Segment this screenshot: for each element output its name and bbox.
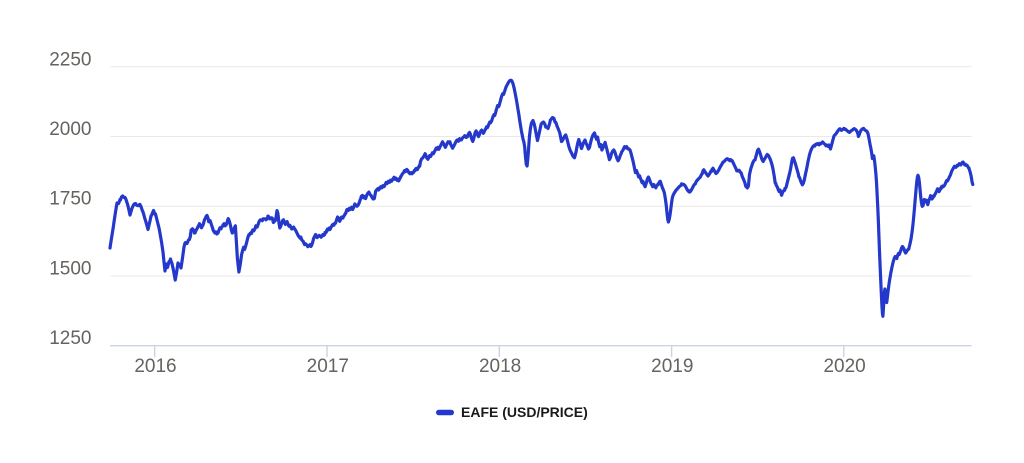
svg-text:2016: 2016 (134, 356, 176, 377)
svg-text:2018: 2018 (479, 356, 521, 377)
svg-text:EAFE (USD/PRICE): EAFE (USD/PRICE) (461, 404, 588, 420)
svg-text:2017: 2017 (307, 356, 349, 377)
svg-text:1250: 1250 (49, 328, 91, 349)
svg-text:2020: 2020 (823, 356, 865, 377)
svg-text:2019: 2019 (651, 356, 693, 377)
svg-text:2000: 2000 (49, 119, 91, 140)
svg-text:1500: 1500 (49, 259, 91, 280)
svg-text:1750: 1750 (49, 189, 91, 210)
svg-text:2250: 2250 (49, 49, 91, 70)
